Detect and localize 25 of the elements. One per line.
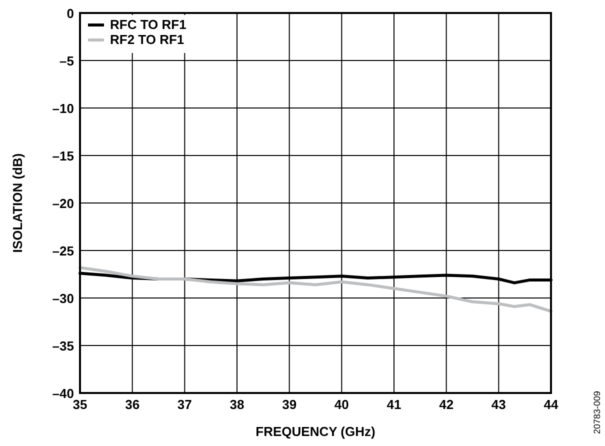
line-series xyxy=(78,266,552,313)
y-tick-label: –30 xyxy=(52,291,74,306)
y-tick-label: 0 xyxy=(66,6,74,21)
x-tick-label: 38 xyxy=(230,397,244,412)
y-axis-title: ISOLATION (dB) xyxy=(10,153,25,253)
x-tick-label: 40 xyxy=(334,397,349,412)
y-tick-label: –15 xyxy=(52,148,74,164)
x-tick-label: 44 xyxy=(544,397,559,412)
x-tick-label: 36 xyxy=(125,397,140,412)
y-tick-label: –20 xyxy=(52,196,74,211)
y-tick-label: –10 xyxy=(52,101,74,116)
text: 20783-009 xyxy=(592,390,602,434)
y-tick-label: –5 xyxy=(60,54,74,68)
x-tick-label: 39 xyxy=(282,397,297,412)
y-tick-label: –40 xyxy=(52,386,74,401)
x-tick-label: 37 xyxy=(177,397,192,412)
x-tick-label: 42 xyxy=(439,397,454,412)
y-tick-label: –25 xyxy=(52,244,74,258)
y-tick-label: –35 xyxy=(52,338,74,354)
legend-label: RF2 TO RF1 xyxy=(110,32,184,47)
x-axis-title: FREQUENCY (GHz) xyxy=(256,424,376,439)
legend-label: RFC TO RF1 xyxy=(110,17,186,32)
x-tick-label: 41 xyxy=(386,397,402,412)
x-tick-label: 35 xyxy=(72,397,88,412)
x-tick-label: 43 xyxy=(491,397,506,412)
